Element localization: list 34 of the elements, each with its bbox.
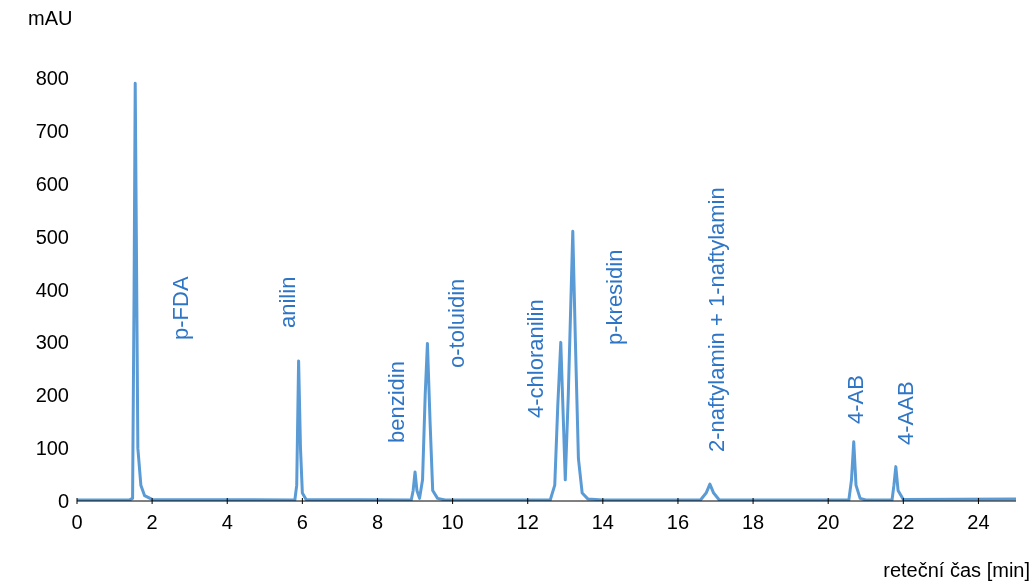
- annotation: o-toluidin: [444, 278, 469, 368]
- y-tick-label: 100: [35, 437, 69, 460]
- x-tick-label: 16: [666, 511, 690, 534]
- x-tick-label: 10: [441, 511, 464, 534]
- annotation: benzidin: [384, 361, 409, 443]
- annotation: p-FDA: [168, 276, 193, 340]
- line-series: [77, 81, 1016, 501]
- x-tick-label: 4: [221, 511, 233, 534]
- x-tick-label: 12: [516, 511, 539, 534]
- y-tick-label: 400: [35, 278, 69, 301]
- y-tick-label: 800: [35, 67, 69, 90]
- y-axis-title: mAU: [28, 7, 73, 29]
- x-tick-label: 6: [296, 511, 308, 534]
- y-tick-label: 300: [35, 331, 69, 354]
- y-tick-label: 0: [57, 490, 69, 513]
- x-tick-label: 14: [591, 511, 614, 534]
- x-tick-label: 18: [741, 511, 765, 534]
- annotation: p-kresidin: [602, 249, 627, 345]
- annotation: 2-naftylamin + 1-naftylamin: [704, 187, 729, 452]
- annotation: 4-chloranilin: [523, 299, 548, 418]
- x-tick-label: 20: [817, 511, 840, 534]
- x-axis-title: reteční čas [min]: [883, 559, 1030, 581]
- y-tick-label: 500: [35, 225, 69, 248]
- x-tick-label: 24: [967, 511, 990, 534]
- x-tick-label: 2: [146, 511, 158, 534]
- y-tick-label: 700: [35, 119, 69, 142]
- x-tick-label: 8: [371, 511, 384, 534]
- x-tick-label: 22: [892, 511, 915, 534]
- y-tick-label: 600: [35, 172, 69, 195]
- annotation: 4-AB: [843, 375, 868, 424]
- y-tick-label: 200: [35, 384, 69, 407]
- annotation: 4-AAB: [893, 381, 918, 445]
- annotation: anilin: [275, 276, 300, 328]
- x-tick-label: 0: [71, 511, 83, 534]
